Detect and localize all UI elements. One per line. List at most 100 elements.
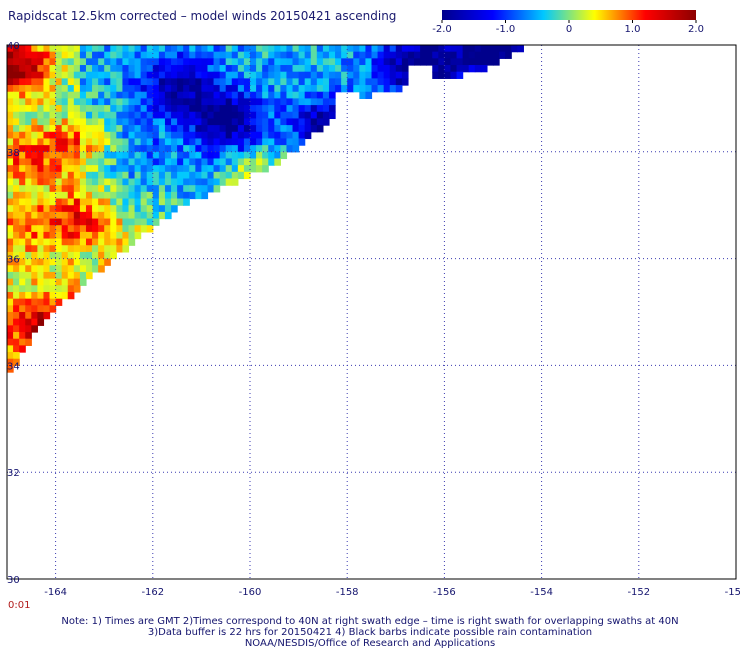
- heatmap-cell: [262, 65, 269, 73]
- heatmap-cell: [31, 171, 38, 180]
- heatmap-cell: [7, 45, 14, 53]
- heatmap-cell: [67, 271, 75, 280]
- heatmap-cell: [67, 98, 75, 106]
- heatmap-cell: [237, 45, 245, 53]
- heatmap-cell: [37, 191, 45, 200]
- heatmap-cell: [207, 131, 215, 140]
- heatmap-cell: [104, 165, 111, 173]
- heatmap-cell: [152, 118, 160, 126]
- heatmap-cell: [73, 51, 81, 59]
- heatmap-cell: [7, 71, 14, 79]
- heatmap-cell: [134, 98, 142, 106]
- heatmap-cell: [158, 145, 166, 153]
- heatmap-cell: [85, 258, 93, 266]
- heatmap-cell: [25, 251, 32, 260]
- heatmap-cell: [171, 91, 178, 99]
- heatmap-cell: [116, 105, 124, 113]
- heatmap-cell: [164, 178, 172, 186]
- heatmap-cell: [104, 158, 111, 166]
- heatmap-cell: [122, 158, 130, 166]
- heatmap-cell: [110, 171, 117, 180]
- heatmap-cell: [19, 198, 26, 206]
- heatmap-cell: [116, 138, 124, 146]
- heatmap-cell: [31, 271, 38, 280]
- heatmap-cell: [122, 98, 130, 106]
- heatmap-cell: [341, 78, 348, 86]
- heatmap-cell: [73, 185, 81, 193]
- heatmap-cell: [73, 231, 81, 240]
- heatmap-cell: [55, 111, 63, 120]
- heatmap-cell: [13, 45, 20, 53]
- heatmap-cell: [116, 231, 124, 240]
- heatmap-cell: [7, 345, 14, 353]
- heatmap-cell: [146, 151, 154, 160]
- heatmap-cell: [31, 298, 38, 306]
- heatmap-cell: [177, 125, 184, 133]
- heatmap-cell: [310, 105, 318, 113]
- heatmap-cell: [377, 78, 385, 86]
- heatmap-cell: [328, 45, 336, 53]
- heatmap-cell: [213, 111, 221, 120]
- heatmap-cell: [98, 225, 105, 233]
- heatmap-cell: [134, 118, 142, 126]
- heatmap-cell: [25, 278, 32, 286]
- heatmap-cell: [189, 191, 196, 200]
- heatmap-cell: [231, 131, 239, 140]
- heatmap-cell: [128, 191, 136, 200]
- heatmap-cell: [79, 231, 87, 240]
- heatmap-cell: [189, 58, 196, 66]
- heatmap-cell: [43, 185, 51, 193]
- heatmap-cell: [116, 85, 124, 93]
- heatmap-cell: [280, 51, 288, 59]
- heatmap-cell: [128, 211, 136, 220]
- heatmap-cell: [79, 118, 87, 126]
- heatmap-cell: [322, 111, 330, 120]
- heatmap-cell: [341, 58, 348, 66]
- heatmap-cell: [158, 138, 166, 146]
- heatmap-cell: [116, 178, 124, 186]
- heatmap-cell: [462, 51, 470, 59]
- heatmap-cell: [146, 178, 154, 186]
- heatmap-cell: [79, 145, 87, 153]
- heatmap-cell: [171, 118, 178, 126]
- heatmap-cell: [286, 118, 294, 126]
- heatmap-cell: [298, 91, 306, 99]
- heatmap-cell: [371, 65, 379, 73]
- heatmap-cell: [13, 338, 20, 346]
- heatmap-cell: [243, 158, 251, 166]
- heatmap-cell: [25, 65, 32, 73]
- heatmap-cell: [237, 51, 245, 59]
- heatmap-cell: [73, 225, 81, 233]
- heatmap-cell: [85, 271, 93, 280]
- heatmap-cell: [310, 91, 318, 99]
- heatmap-cell: [256, 125, 263, 133]
- heatmap-cell: [292, 131, 300, 140]
- heatmap-cell: [61, 291, 69, 300]
- heatmap-cell: [328, 98, 336, 106]
- heatmap-cell: [85, 105, 93, 113]
- heatmap-cell: [140, 111, 148, 120]
- heatmap-cell: [31, 251, 38, 260]
- colorbar-tick-label: -2.0: [432, 24, 452, 35]
- heatmap-cell: [67, 285, 75, 293]
- heatmap-cell: [207, 78, 215, 86]
- heatmap-cell: [134, 111, 142, 120]
- heatmap-cell: [31, 231, 38, 240]
- heatmap-cell: [67, 238, 75, 246]
- heatmap-cell: [73, 251, 81, 260]
- heatmap-cell: [134, 71, 142, 79]
- heatmap-cell: [365, 78, 373, 86]
- heatmap-cell: [304, 45, 312, 53]
- heatmap-cell: [183, 158, 190, 166]
- heatmap-cell: [13, 71, 20, 79]
- heatmap-cell: [19, 332, 26, 340]
- heatmap-cell: [55, 158, 63, 166]
- heatmap-cell: [25, 125, 32, 133]
- heatmap-cell: [7, 151, 14, 160]
- heatmap-cell: [31, 105, 38, 113]
- heatmap-cell: [183, 98, 190, 106]
- heatmap-cell: [250, 78, 257, 86]
- heatmap-cell: [7, 305, 14, 313]
- heatmap-cell: [195, 45, 202, 53]
- heatmap-cell: [237, 151, 245, 160]
